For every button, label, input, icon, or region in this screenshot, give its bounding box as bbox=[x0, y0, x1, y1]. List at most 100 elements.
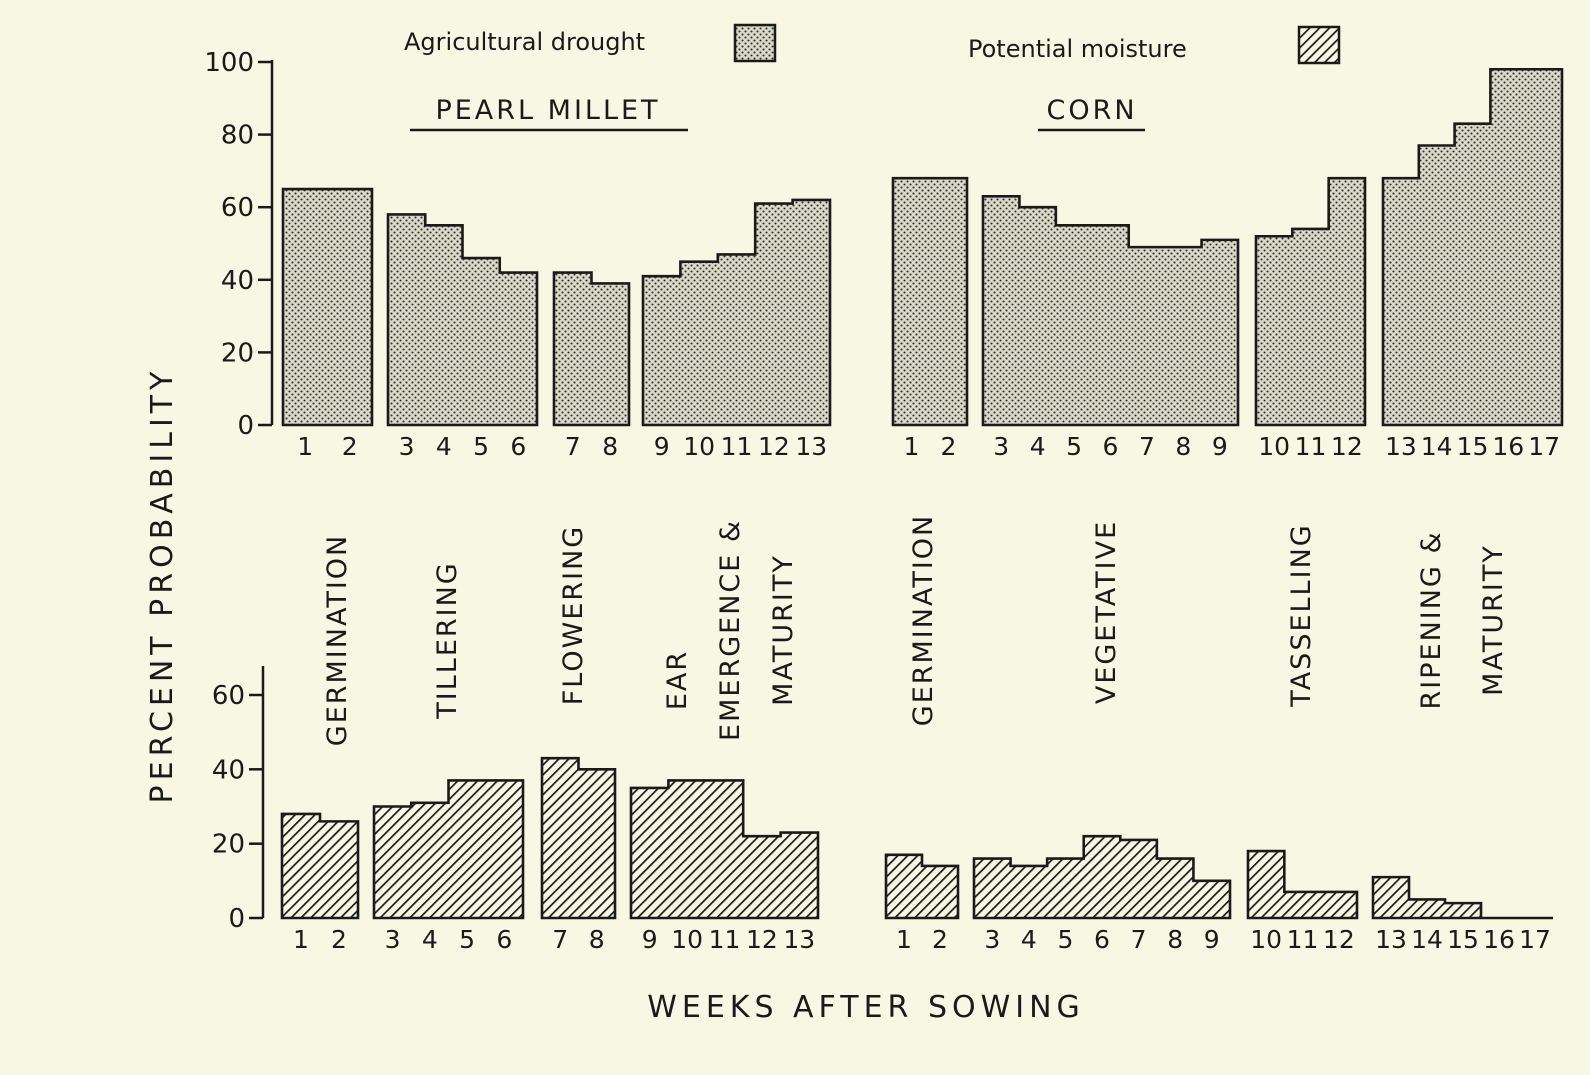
crop-title-corn: CORN bbox=[1046, 95, 1137, 126]
stage-label-line: MATURITY bbox=[1478, 544, 1509, 696]
x-tick-label: 6 bbox=[1094, 925, 1110, 954]
y-tick-label: 100 bbox=[204, 48, 254, 78]
x-tick-label: 11 bbox=[709, 925, 741, 954]
x-tick-label: 9 bbox=[654, 432, 670, 461]
x-tick-label: 1 bbox=[293, 925, 309, 954]
x-tick-label: 13 bbox=[783, 925, 815, 954]
x-tick-label: 15 bbox=[1457, 432, 1489, 461]
stage-labels: GERMINATION TILLERING FLOWERING EAR EMERG… bbox=[322, 514, 1509, 746]
legend-label-drought: Agricultural drought bbox=[404, 28, 645, 56]
stage-label-millet-tillering: TILLERING bbox=[432, 561, 463, 719]
x-tick-label: 11 bbox=[1287, 925, 1319, 954]
x-tick-label: 6 bbox=[510, 432, 526, 461]
stage-label-line: RIPENING & bbox=[1416, 531, 1447, 710]
stage-bar-group bbox=[372, 779, 525, 920]
y-tick-label: 20 bbox=[212, 830, 245, 860]
x-tick-label: 4 bbox=[1021, 925, 1037, 954]
x-tick-label: 7 bbox=[1139, 432, 1155, 461]
crop-title-pearl-millet: PEARL MILLET bbox=[435, 95, 660, 126]
x-tick-label: 10 bbox=[671, 925, 703, 954]
stage-label-millet-ear-emergence: EAR EMERGENCE & MATURITY bbox=[662, 519, 799, 741]
x-tick-label: 3 bbox=[385, 925, 401, 954]
y-tick-label: 20 bbox=[221, 338, 254, 368]
x-tick-label: 2 bbox=[331, 925, 347, 954]
x-tick-label: 3 bbox=[399, 432, 415, 461]
x-tick-label: 2 bbox=[941, 432, 957, 461]
x-tick-label: 6 bbox=[496, 925, 512, 954]
stage-label-line: MATURITY bbox=[768, 554, 799, 706]
stage-label-line: EMERGENCE & bbox=[715, 519, 746, 741]
x-tick-label: 10 bbox=[1258, 432, 1290, 461]
x-tick-label: 13 bbox=[1375, 925, 1407, 954]
stage-bar-group bbox=[552, 271, 631, 427]
stage-bar-group bbox=[1246, 849, 1359, 920]
stage-label-corn-tasselling: TASSELLING bbox=[1286, 523, 1317, 707]
y-tick-label: 60 bbox=[221, 193, 254, 223]
x-tick-label: 11 bbox=[1295, 432, 1327, 461]
stage-bar-group bbox=[280, 812, 360, 920]
x-tick-label: 9 bbox=[1204, 925, 1220, 954]
stage-bar-group bbox=[1371, 875, 1553, 920]
stage-label-line: EAR bbox=[662, 650, 693, 710]
stage-bar-group bbox=[972, 834, 1232, 920]
x-tick-label: 4 bbox=[422, 925, 438, 954]
y-tick-label: 40 bbox=[221, 266, 254, 296]
x-tick-label: 2 bbox=[342, 432, 358, 461]
stage-bar-group bbox=[981, 195, 1240, 427]
x-tick-label: 16 bbox=[1492, 432, 1524, 461]
stage-bar-group bbox=[629, 779, 820, 920]
x-tick-label: 1 bbox=[904, 432, 920, 461]
x-tick-label: 14 bbox=[1421, 432, 1453, 461]
stage-bar-group bbox=[891, 176, 969, 427]
x-tick-label: 10 bbox=[1250, 925, 1282, 954]
x-tick-label: 8 bbox=[602, 432, 618, 461]
stage-label-corn-vegetative: VEGETATIVE bbox=[1091, 520, 1122, 704]
x-tick-label: 12 bbox=[1331, 432, 1363, 461]
stage-label-corn-germination: GERMINATION bbox=[908, 514, 939, 726]
x-tick-label: 12 bbox=[1323, 925, 1355, 954]
y-tick-label: 40 bbox=[212, 755, 245, 785]
stage-bar-group bbox=[1254, 176, 1367, 427]
x-tick-label: 8 bbox=[589, 925, 605, 954]
x-tick-label: 5 bbox=[459, 925, 475, 954]
y-axis-title: PERCENT PROBABILITY bbox=[145, 367, 180, 804]
y-tick-label: 0 bbox=[237, 411, 254, 441]
x-tick-label: 9 bbox=[642, 925, 658, 954]
stage-bar-group bbox=[386, 213, 539, 427]
x-tick-label: 1 bbox=[896, 925, 912, 954]
stage-label-millet-germination: GERMINATION bbox=[322, 534, 353, 746]
x-tick-label: 3 bbox=[993, 432, 1009, 461]
stage-bar-group bbox=[641, 198, 832, 427]
x-tick-label: 4 bbox=[436, 432, 452, 461]
x-tick-label: 1 bbox=[297, 432, 313, 461]
x-tick-label: 10 bbox=[683, 432, 715, 461]
x-tick-label: 5 bbox=[473, 432, 489, 461]
x-tick-label: 15 bbox=[1447, 925, 1479, 954]
stage-bar-group bbox=[884, 853, 960, 920]
y-tick-label: 60 bbox=[212, 681, 245, 711]
x-tick-label: 14 bbox=[1411, 925, 1443, 954]
x-tick-label: 8 bbox=[1175, 432, 1191, 461]
x-tick-label: 6 bbox=[1103, 432, 1119, 461]
x-tick-label: 13 bbox=[795, 432, 827, 461]
x-tick-label: 7 bbox=[552, 925, 568, 954]
x-tick-label: 2 bbox=[932, 925, 948, 954]
legend: Agricultural drought Potential moisture bbox=[404, 23, 1341, 65]
y-tick-label: 80 bbox=[221, 121, 254, 151]
x-tick-label: 17 bbox=[1519, 925, 1551, 954]
x-tick-label: 4 bbox=[1030, 432, 1046, 461]
x-tick-label: 7 bbox=[565, 432, 581, 461]
legend-label-moisture: Potential moisture bbox=[968, 35, 1187, 63]
x-tick-label: 5 bbox=[1066, 432, 1082, 461]
stage-bar-group bbox=[1381, 67, 1564, 427]
stage-label-corn-ripening: RIPENING & MATURITY bbox=[1416, 531, 1509, 710]
x-tick-label: 9 bbox=[1212, 432, 1228, 461]
x-tick-label: 5 bbox=[1057, 925, 1073, 954]
stage-label-millet-flowering: FLOWERING bbox=[558, 525, 589, 705]
x-tick-label: 13 bbox=[1385, 432, 1417, 461]
x-axis-title: WEEKS AFTER SOWING bbox=[647, 990, 1085, 1025]
stage-bar-group bbox=[540, 756, 617, 920]
